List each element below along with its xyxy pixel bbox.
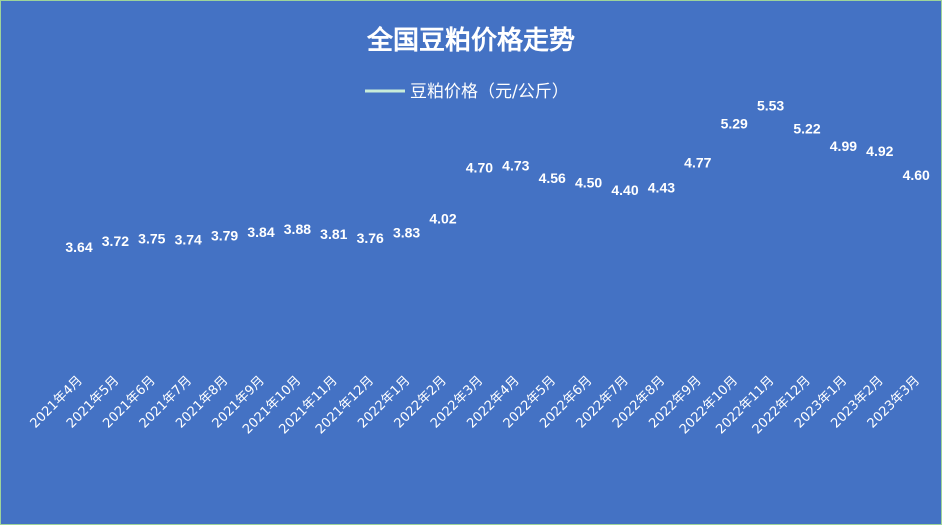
data-label: 3.75 bbox=[138, 231, 165, 247]
data-label: 5.29 bbox=[721, 115, 748, 131]
data-label: 4.50 bbox=[575, 174, 602, 190]
data-label: 4.02 bbox=[429, 210, 456, 226]
data-label: 4.60 bbox=[903, 167, 930, 183]
data-label: 4.56 bbox=[539, 170, 566, 186]
data-label: 4.77 bbox=[684, 154, 711, 170]
chart-title: 全国豆粕价格走势 bbox=[366, 25, 575, 56]
data-label: 3.81 bbox=[320, 226, 347, 242]
data-label: 3.83 bbox=[393, 225, 420, 241]
data-label: 4.73 bbox=[502, 157, 529, 173]
data-label: 3.64 bbox=[65, 239, 92, 255]
legend: 豆粕价格（元/公斤） bbox=[365, 82, 569, 102]
data-label: 3.76 bbox=[357, 230, 384, 246]
data-label: 4.92 bbox=[866, 143, 893, 159]
data-label: 4.43 bbox=[648, 180, 675, 196]
data-label: 5.22 bbox=[793, 121, 820, 137]
plot-area: 3.642021年4月3.722021年5月3.752021年6月3.74202… bbox=[28, 97, 930, 437]
data-label: 4.70 bbox=[466, 160, 493, 176]
data-label: 3.88 bbox=[284, 221, 311, 237]
data-label: 3.79 bbox=[211, 228, 238, 244]
data-label: 4.99 bbox=[830, 138, 857, 154]
data-label: 4.40 bbox=[611, 182, 638, 198]
data-label: 3.84 bbox=[247, 224, 274, 240]
legend-label: 豆粕价格（元/公斤） bbox=[410, 82, 569, 102]
data-label: 3.72 bbox=[102, 233, 129, 249]
data-label: 3.74 bbox=[175, 231, 202, 247]
data-label: 5.53 bbox=[757, 97, 784, 113]
